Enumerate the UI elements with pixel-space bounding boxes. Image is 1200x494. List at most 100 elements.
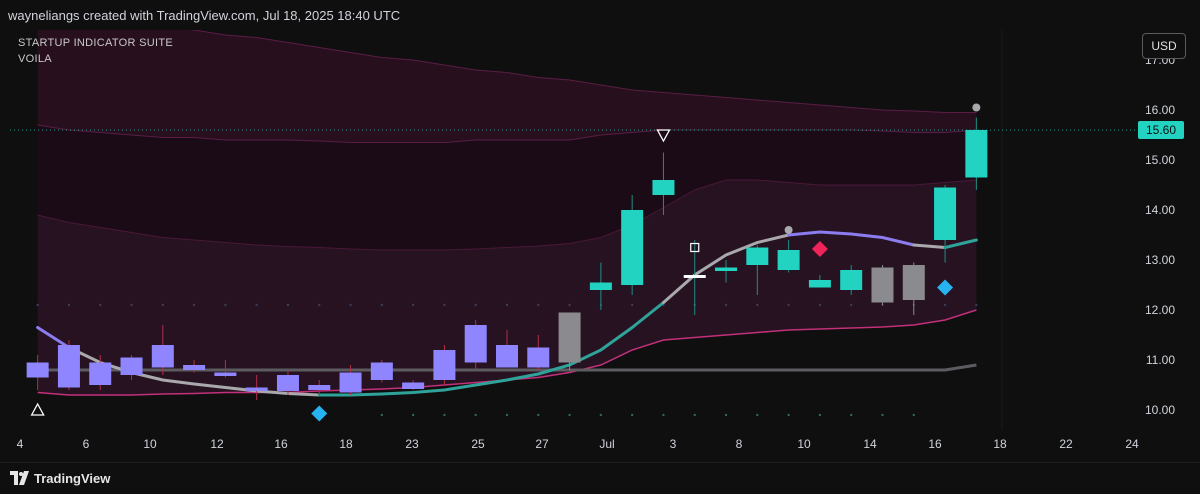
candle-body <box>965 130 988 178</box>
mid-band-fill <box>37 125 977 250</box>
price-chart[interactable]: 10.0011.0012.0013.0014.0015.0016.0017.00… <box>0 9 1200 462</box>
candle-body <box>276 375 299 391</box>
candle-body <box>151 345 174 368</box>
candle-body <box>871 267 894 303</box>
time-tick-label: 18 <box>339 437 353 451</box>
candle-body <box>746 247 769 265</box>
level-dot <box>849 413 853 417</box>
time-tick-label: 4 <box>17 437 24 451</box>
level-dot <box>505 303 509 307</box>
price-tick-label: 16.00 <box>1145 103 1175 117</box>
level-dot <box>67 303 71 307</box>
candle-body <box>214 372 237 376</box>
candle-body <box>370 362 393 380</box>
currency-button[interactable]: USD <box>1142 33 1186 59</box>
candle-body <box>934 187 957 240</box>
candle-body <box>26 362 49 378</box>
ma-segment-teal <box>943 238 978 249</box>
candles <box>26 117 988 400</box>
dot-marker <box>784 226 793 234</box>
level-dot <box>318 303 321 307</box>
time-tick-label: 23 <box>405 437 419 451</box>
last-price-marker: 15.60 <box>1138 121 1184 139</box>
outer-band-line <box>37 9 977 113</box>
candle-body <box>464 325 487 363</box>
candle-body <box>308 385 331 390</box>
time-tick-label: 6 <box>83 437 90 451</box>
level-dot <box>662 413 665 417</box>
chart-area[interactable]: 10.00 11.00 12.00 13.00 14.00 15.00 16.00 17.00… <box>0 9 1200 462</box>
time-tick-label: 14 <box>863 437 877 451</box>
ma-segment-purple <box>36 326 71 349</box>
candle-body <box>57 345 80 388</box>
level-dot <box>161 303 165 307</box>
level-dot <box>537 303 540 307</box>
level-dot <box>411 303 415 307</box>
candle-body <box>840 270 863 290</box>
level-dot <box>349 303 352 307</box>
level-dot <box>192 303 196 307</box>
level-dot <box>818 303 822 307</box>
triangle-down-marker <box>656 129 671 143</box>
price-tick-label: 15.00 <box>1145 153 1175 167</box>
candle-body <box>652 180 675 195</box>
indicator-name-1[interactable]: STARTUP INDICATOR SUITE <box>18 37 174 49</box>
level-dot <box>505 413 509 417</box>
top-caption-bar: wayneliangs created with TradingView.com… <box>0 0 1200 31</box>
level-dot <box>224 303 227 307</box>
level-dot <box>36 303 39 307</box>
candle-body <box>558 312 581 363</box>
triangle-up-marker <box>30 402 45 416</box>
candle-body <box>715 267 738 271</box>
level-dot <box>849 303 853 307</box>
last-price-badge <box>1138 121 1184 139</box>
level-dot <box>599 413 603 417</box>
level-dot <box>724 303 728 307</box>
level-dot <box>130 303 133 307</box>
level-dot <box>630 303 634 307</box>
candle-body <box>902 265 925 300</box>
price-tick-label: 14.00 <box>1145 203 1175 217</box>
price-tick-label: 12.00 <box>1145 303 1175 317</box>
time-tick-label: 22 <box>1059 437 1073 451</box>
time-tick-label: 18 <box>993 437 1007 451</box>
candle-body <box>777 250 800 270</box>
level-dot <box>787 413 790 417</box>
signal-markers <box>30 103 981 422</box>
time-tick-label: 10 <box>797 437 811 451</box>
dot-marker <box>972 103 981 112</box>
level-dot <box>630 413 634 417</box>
square-marker <box>690 242 700 253</box>
time-axis[interactable]: 4 6 10 12 16 18 23 25 27 Jul 3 8 10 14 16 18 22 24 <box>17 437 1139 451</box>
level-dot <box>537 413 540 417</box>
candle-body <box>621 210 644 285</box>
upper-band-line <box>37 179 977 251</box>
time-tick-label: 16 <box>274 437 288 451</box>
level-dot <box>474 303 477 307</box>
price-tick-label: 11.00 <box>1146 353 1175 367</box>
level-dot <box>787 303 790 307</box>
level-dot <box>881 413 884 417</box>
inner-band-fill <box>37 180 977 395</box>
ma-segment-grey <box>912 243 947 249</box>
level-dot <box>380 303 384 307</box>
level-dot <box>380 413 384 417</box>
level-dot <box>255 303 258 307</box>
candle-body <box>245 387 268 391</box>
last-price-label: 15.60 <box>1146 123 1176 137</box>
candle-body <box>402 382 425 389</box>
time-tick-label: 10 <box>143 437 157 451</box>
level-dot <box>912 413 915 417</box>
chart-caption: wayneliangs created with TradingView.com… <box>8 8 401 23</box>
candle-body <box>89 362 112 385</box>
level-dot <box>756 413 759 417</box>
level-dot <box>693 413 696 417</box>
indicator-name-2[interactable]: VOILA <box>18 53 52 65</box>
candle-body <box>433 350 456 380</box>
level-dot <box>443 303 446 307</box>
candle-body <box>527 347 550 368</box>
time-tick-label: 25 <box>471 437 485 451</box>
candle-body <box>183 365 206 370</box>
diamond-marker <box>811 241 828 257</box>
candle-body <box>589 282 612 290</box>
